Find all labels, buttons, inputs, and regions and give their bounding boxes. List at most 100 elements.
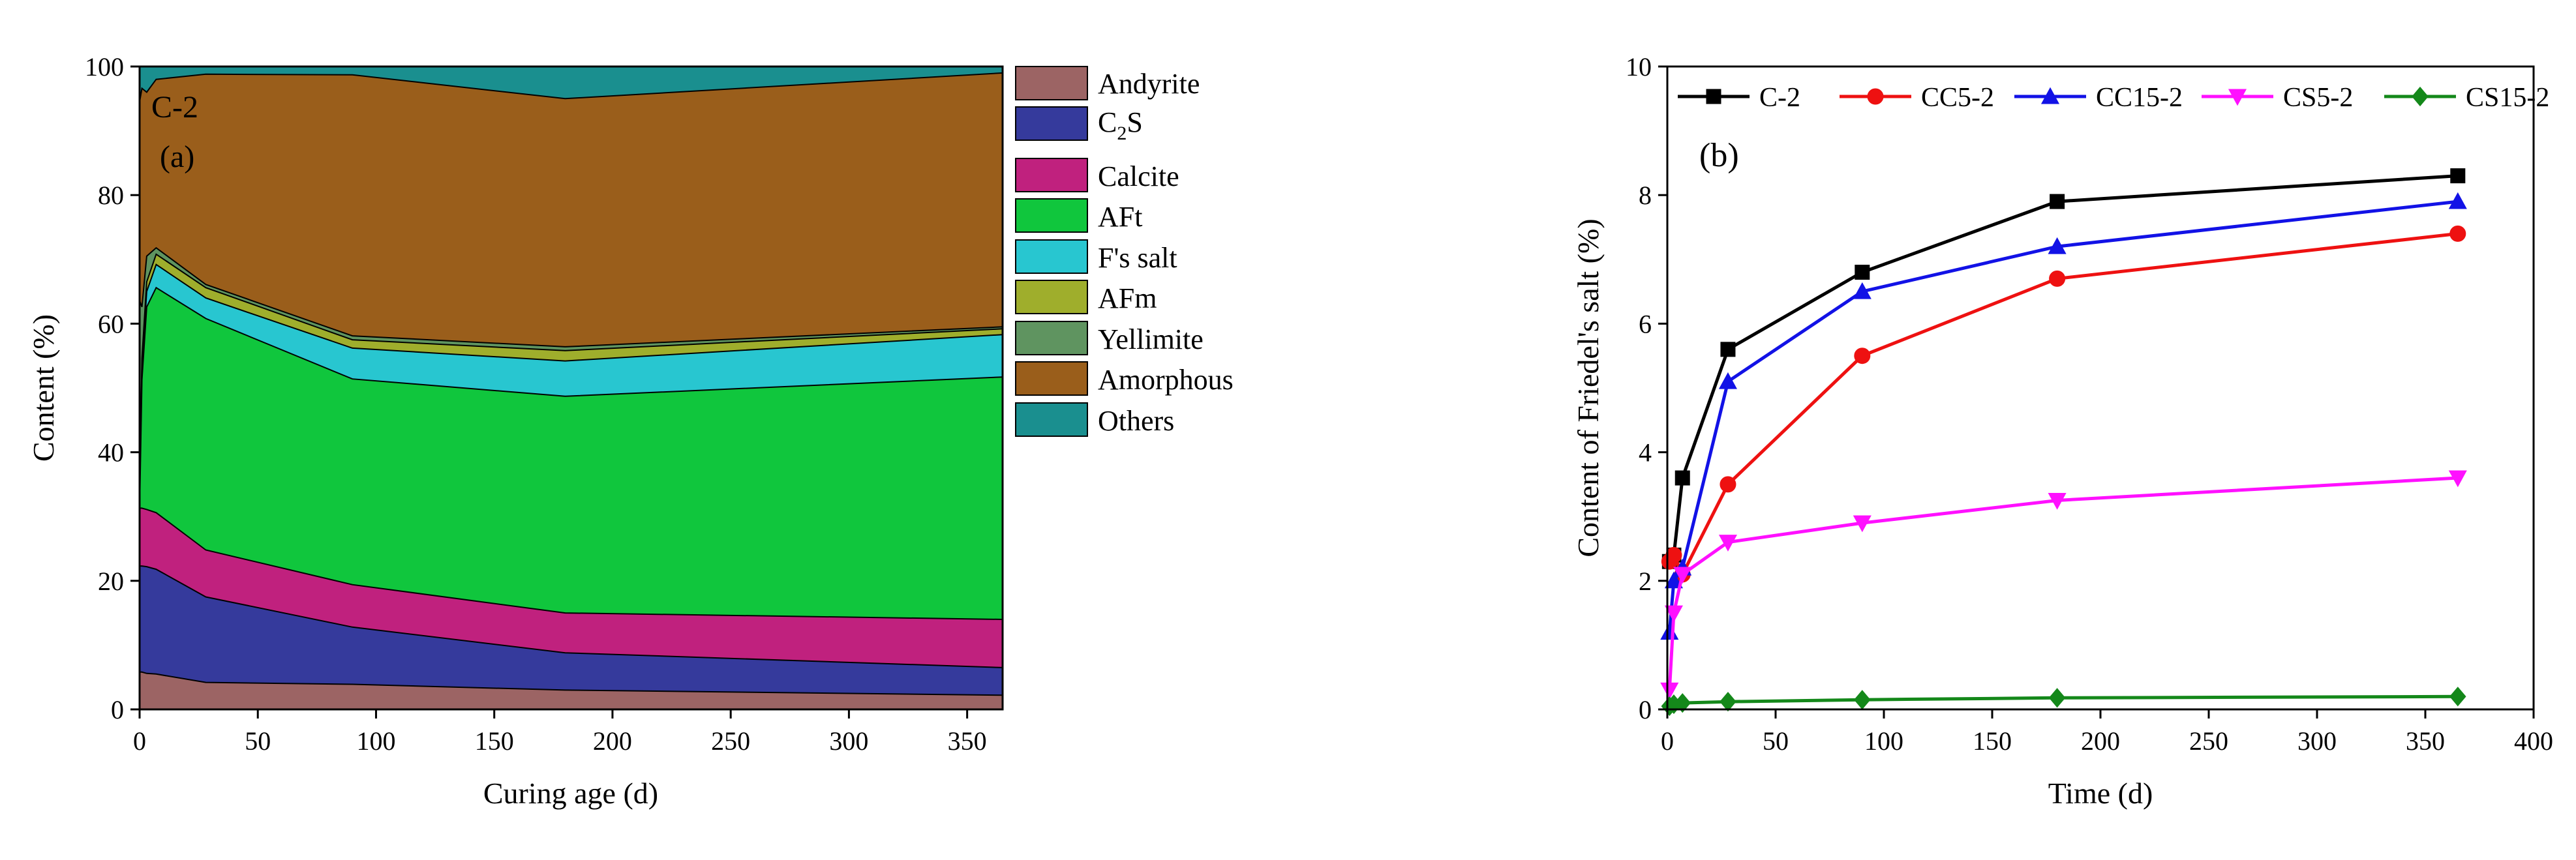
y-tick-label: 60 <box>98 309 124 338</box>
x-tick-label: 150 <box>1973 726 2012 756</box>
x-tick-label: 150 <box>475 726 514 756</box>
point-triangle-down <box>1673 567 1692 584</box>
legend-label-andyrite: Andyrite <box>1098 68 1200 100</box>
legend-item-cs5-2: CS5-2 <box>2202 83 2353 113</box>
boundary-line <box>139 246 1003 348</box>
series-cc5-2 <box>1661 225 2466 583</box>
area-c2s <box>140 566 1003 696</box>
series-line <box>1667 200 2459 632</box>
x-tick-label: 50 <box>245 726 271 756</box>
point-triangle-down <box>2228 89 2247 106</box>
y-tick-label: 20 <box>98 567 124 596</box>
point-diamond <box>1854 690 1871 710</box>
point-triangle-up <box>1664 571 1684 589</box>
legend-swatch-calcite <box>1015 158 1088 192</box>
y-tick-label: 4 <box>1639 438 1652 467</box>
x-tick-label: 0 <box>133 726 146 756</box>
plot-frame-a <box>138 65 1004 711</box>
point-triangle-up <box>1853 282 1871 299</box>
y-tick-label: 100 <box>85 52 124 82</box>
series-line <box>1667 476 2458 690</box>
area-layers <box>140 67 1003 709</box>
point-circle <box>1720 476 1736 493</box>
area-calcite <box>140 508 1003 668</box>
legend-swatch-yellimite <box>1015 321 1088 355</box>
boundary-line <box>140 671 1003 696</box>
x-tick-label: 350 <box>948 726 987 756</box>
point-triangle-up <box>2448 192 2467 209</box>
legend-item-cs15-2: CS15-2 <box>2384 83 2549 113</box>
y-axis-label-b: Content of Friedel's salt (%) <box>1571 218 1605 557</box>
line-series <box>1660 168 2467 717</box>
x-tick-label: 300 <box>2297 726 2337 756</box>
legend-b: C-2 CC5-2 CC15-2 CS5-2 CS15-2 <box>1678 83 2549 113</box>
legend-label: CS5-2 <box>2283 83 2353 113</box>
boundary-line <box>139 72 1003 102</box>
x-tick-label: 100 <box>356 726 395 756</box>
x-tick-label: 350 <box>2406 726 2445 756</box>
series-line <box>1668 174 2458 563</box>
x-axis-label-a: Curing age (d) <box>483 777 658 810</box>
legend-label-calcite: Calcite <box>1098 160 1179 192</box>
x-tick-label: 200 <box>593 726 632 756</box>
series-cs5-2 <box>1660 470 2467 700</box>
legend-item-cc15-2: CC15-2 <box>2014 83 2183 113</box>
legend-item-cc5-2: CC5-2 <box>1840 83 1994 113</box>
boundary-line <box>139 253 1003 494</box>
legend-swatch-aft <box>1015 198 1088 233</box>
legend-a: Andyrite C2S Calcite AFt F's salt AFm Ye… <box>1015 66 1234 437</box>
legend-swatch-afm <box>1015 280 1088 314</box>
area-others <box>140 67 1003 102</box>
y-tick-label: 80 <box>98 181 124 210</box>
x-tick-label: 300 <box>829 726 868 756</box>
legend-item-c-2: C-2 <box>1678 83 1800 113</box>
point-triangle-up <box>2040 87 2060 104</box>
axis-ticks-b: 0 50 100 150 200 250 300 350 400 0 2 4 6 8 10 <box>1626 52 2553 756</box>
legend-label-yellimite: Yellimite <box>1098 323 1204 355</box>
series-cs15-2 <box>1661 687 2466 717</box>
y-axis-label-a: Content (%) <box>27 314 60 462</box>
point-triangle-up <box>1718 372 1738 389</box>
panel-label-b: (b) <box>1699 137 1739 174</box>
x-tick-label: 200 <box>2081 726 2120 756</box>
legend-swatch-fsalt <box>1015 239 1088 274</box>
legend-label: CC15-2 <box>2096 83 2183 113</box>
legend-label: C-2 <box>1759 83 1800 113</box>
sample-label: C-2 <box>151 90 198 125</box>
boundary-line <box>139 286 1003 509</box>
legend-swatch-amorphous <box>1015 361 1088 396</box>
point-square <box>1855 265 1870 280</box>
point-square <box>1706 89 1721 104</box>
point-diamond <box>2048 688 2066 708</box>
point-triangle-down <box>1660 682 1679 700</box>
x-tick-label: 0 <box>1661 726 1674 756</box>
point-circle <box>2449 225 2466 242</box>
y-tick-label: 40 <box>98 438 124 467</box>
area-aft <box>140 288 1003 619</box>
point-triangle-down <box>1853 515 1871 533</box>
legend-swatch-others <box>1015 402 1088 437</box>
point-circle <box>1854 348 1871 364</box>
boundary-line <box>140 565 1003 668</box>
point-circle <box>2049 270 2066 287</box>
y-tick-label: 0 <box>111 695 124 724</box>
point-triangle-up <box>2048 237 2067 254</box>
x-tick-label: 250 <box>711 726 750 756</box>
boundary-line <box>140 507 1003 620</box>
point-diamond <box>1674 693 1691 713</box>
legend-label-aft: AFt <box>1098 201 1142 233</box>
point-diamond <box>2449 687 2466 707</box>
point-circle <box>1867 88 1884 105</box>
panel-label-a: (a) <box>160 140 194 174</box>
series-c-2 <box>1661 168 2466 569</box>
legend-swatch-c2s <box>1015 106 1088 141</box>
legend-swatch-andyrite <box>1015 66 1088 100</box>
x-tick-label: 250 <box>2189 726 2228 756</box>
plot-frame-b <box>1666 65 2535 711</box>
y-tick-label: 0 <box>1639 695 1652 724</box>
point-triangle-up <box>1660 623 1679 640</box>
y-tick-label: 8 <box>1639 181 1652 210</box>
point-square <box>2450 168 2466 184</box>
point-diamond <box>1720 692 1736 712</box>
